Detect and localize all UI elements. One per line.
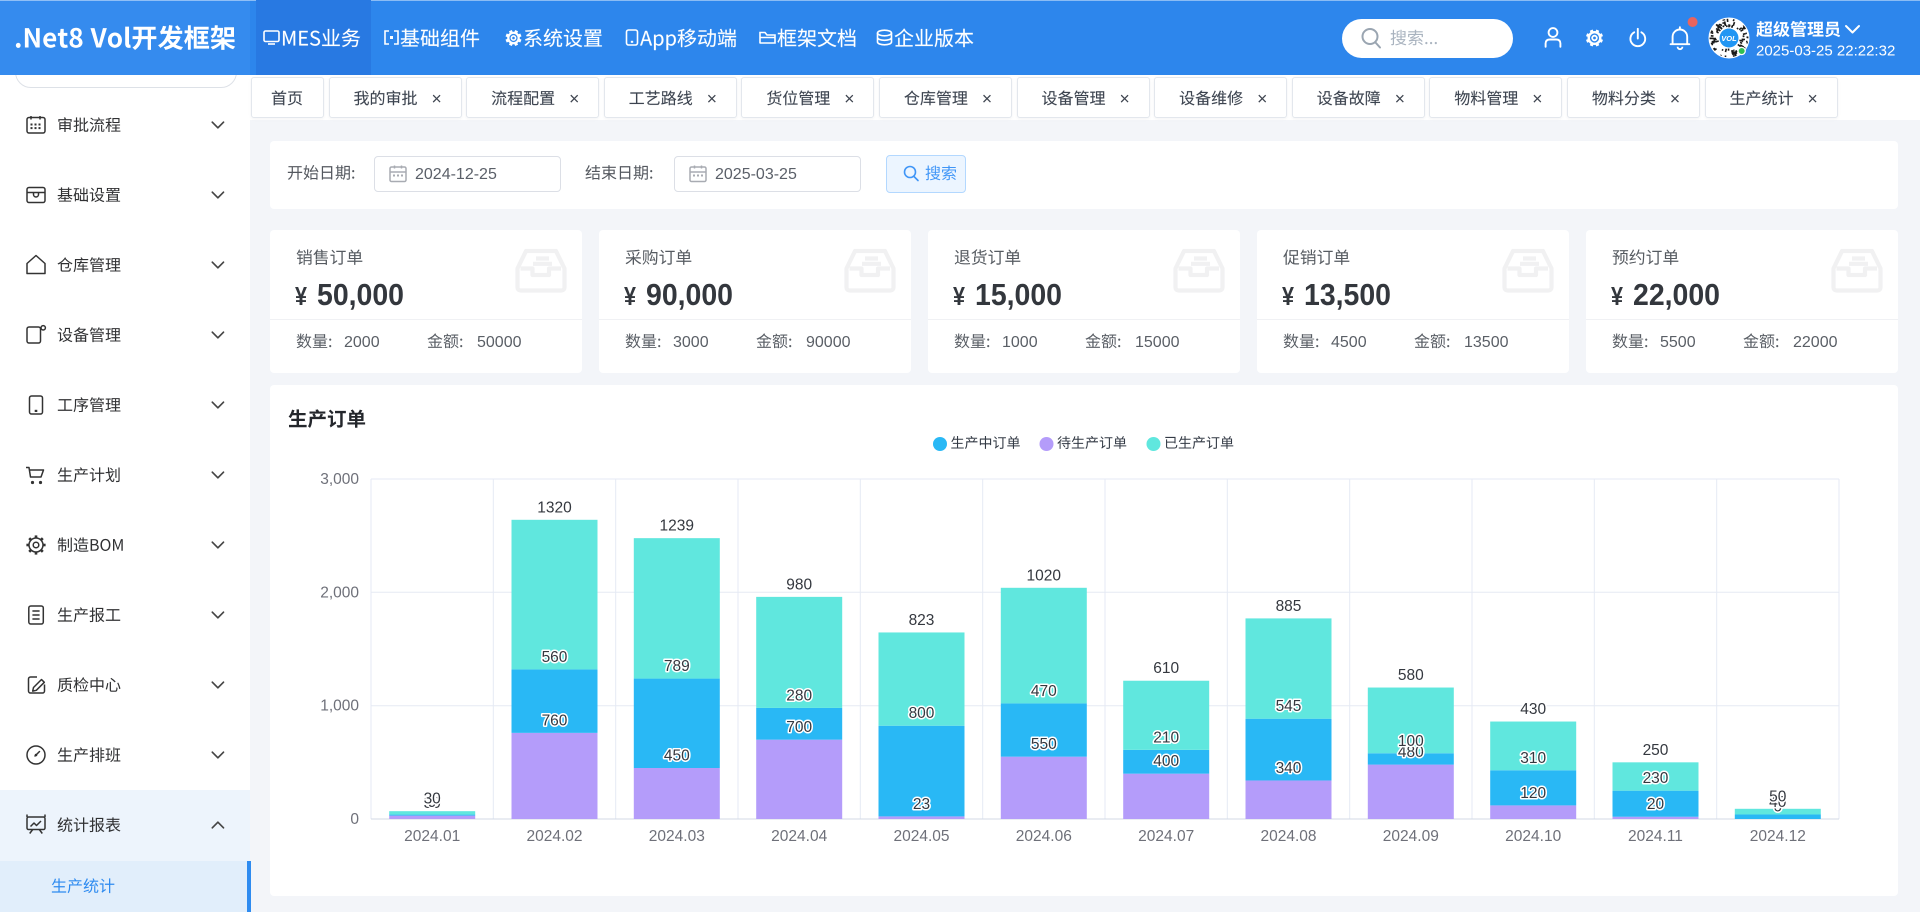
svg-text:2024.10: 2024.10 <box>1505 828 1561 845</box>
svg-text:¥: ¥ <box>295 281 307 311</box>
svg-text:2024.06: 2024.06 <box>1016 828 1072 845</box>
svg-text:2024.07: 2024.07 <box>1138 828 1194 845</box>
svg-text:×: × <box>1257 89 1267 109</box>
svg-text:610: 610 <box>1153 660 1179 677</box>
svg-text:100: 100 <box>1398 733 1424 750</box>
svg-text:30: 30 <box>424 795 442 812</box>
svg-text:×: × <box>432 89 442 109</box>
svg-text:980: 980 <box>786 576 812 593</box>
svg-text:1020: 1020 <box>1027 567 1062 584</box>
svg-text:15000: 15000 <box>1135 334 1180 351</box>
svg-text:760: 760 <box>542 712 568 729</box>
svg-text:0: 0 <box>350 811 359 828</box>
svg-text:310: 310 <box>1520 750 1546 767</box>
svg-text:430: 430 <box>1520 701 1546 718</box>
svg-text:789: 789 <box>664 658 690 675</box>
svg-text:2025-03-25: 2025-03-25 <box>715 166 797 183</box>
svg-text:×: × <box>1808 89 1818 109</box>
svg-text:22000: 22000 <box>1793 334 1838 351</box>
svg-text:470: 470 <box>1031 683 1057 700</box>
svg-text:2024.05: 2024.05 <box>893 828 949 845</box>
svg-text:1320: 1320 <box>537 499 572 516</box>
svg-text:50,000: 50,000 <box>317 277 404 312</box>
svg-text:560: 560 <box>542 649 568 666</box>
svg-text:50000: 50000 <box>477 334 522 351</box>
svg-text:1239: 1239 <box>660 518 694 535</box>
svg-text:2024.09: 2024.09 <box>1383 828 1439 845</box>
svg-text:0: 0 <box>1773 799 1782 816</box>
svg-text:2024.04: 2024.04 <box>771 828 827 845</box>
svg-text:90000: 90000 <box>806 334 851 351</box>
svg-text:VOL: VOL <box>1721 34 1737 43</box>
svg-text:340: 340 <box>1276 760 1302 777</box>
svg-text:2024.12: 2024.12 <box>1750 828 1806 845</box>
svg-text:9: 9 <box>428 794 437 811</box>
svg-text:×: × <box>1532 89 1542 109</box>
svg-text:1,000: 1,000 <box>320 698 359 715</box>
svg-text:1000: 1000 <box>1002 334 1038 351</box>
svg-text:¥: ¥ <box>1611 281 1623 311</box>
svg-text:2024.02: 2024.02 <box>526 828 582 845</box>
svg-text:×: × <box>1120 89 1130 109</box>
svg-text:40: 40 <box>1769 794 1787 811</box>
svg-text:580: 580 <box>1398 667 1424 684</box>
svg-text:2025-03-25 22:22:32: 2025-03-25 22:22:32 <box>1756 43 1895 60</box>
svg-text:3000: 3000 <box>673 334 709 351</box>
svg-text:90,000: 90,000 <box>646 277 733 312</box>
svg-text:2024.08: 2024.08 <box>1260 828 1316 845</box>
svg-text:5500: 5500 <box>1660 334 1696 351</box>
svg-text:30: 30 <box>424 791 442 808</box>
svg-text:2024.01: 2024.01 <box>404 828 460 845</box>
svg-text:545: 545 <box>1276 698 1302 715</box>
svg-text:230: 230 <box>1643 770 1669 787</box>
svg-text:¥: ¥ <box>624 281 636 311</box>
svg-text:×: × <box>844 89 854 109</box>
svg-text:210: 210 <box>1153 729 1179 746</box>
svg-text:13,500: 13,500 <box>1304 277 1391 312</box>
svg-text:50: 50 <box>1769 788 1787 805</box>
svg-text:×: × <box>569 89 579 109</box>
svg-text:450: 450 <box>664 748 690 765</box>
svg-text:15,000: 15,000 <box>975 277 1062 312</box>
svg-text:13500: 13500 <box>1464 334 1509 351</box>
svg-text:20: 20 <box>1647 796 1665 813</box>
svg-text:885: 885 <box>1276 598 1302 615</box>
svg-text:120: 120 <box>1520 785 1546 802</box>
svg-text:250: 250 <box>1643 742 1669 759</box>
svg-text:2024.11: 2024.11 <box>1628 828 1683 845</box>
svg-text:22,000: 22,000 <box>1633 277 1720 312</box>
svg-text:2024-12-25: 2024-12-25 <box>415 166 497 183</box>
svg-text:480: 480 <box>1398 744 1424 761</box>
svg-text:550: 550 <box>1031 736 1057 753</box>
svg-text:2024.03: 2024.03 <box>649 828 705 845</box>
svg-text:×: × <box>1395 89 1405 109</box>
svg-text:×: × <box>982 89 992 109</box>
svg-text:2000: 2000 <box>344 334 380 351</box>
svg-text:¥: ¥ <box>953 281 965 311</box>
svg-text:3,000: 3,000 <box>320 471 359 488</box>
svg-text:280: 280 <box>786 687 812 704</box>
svg-text:×: × <box>1670 89 1680 109</box>
svg-text:700: 700 <box>786 719 812 736</box>
svg-text:¥: ¥ <box>1282 281 1294 311</box>
svg-text:823: 823 <box>909 612 935 629</box>
svg-text:2,000: 2,000 <box>320 584 359 601</box>
svg-text:23: 23 <box>913 796 930 813</box>
svg-text:800: 800 <box>909 705 935 722</box>
svg-text:×: × <box>707 89 717 109</box>
svg-text:4500: 4500 <box>1331 334 1367 351</box>
svg-text:400: 400 <box>1153 753 1179 770</box>
